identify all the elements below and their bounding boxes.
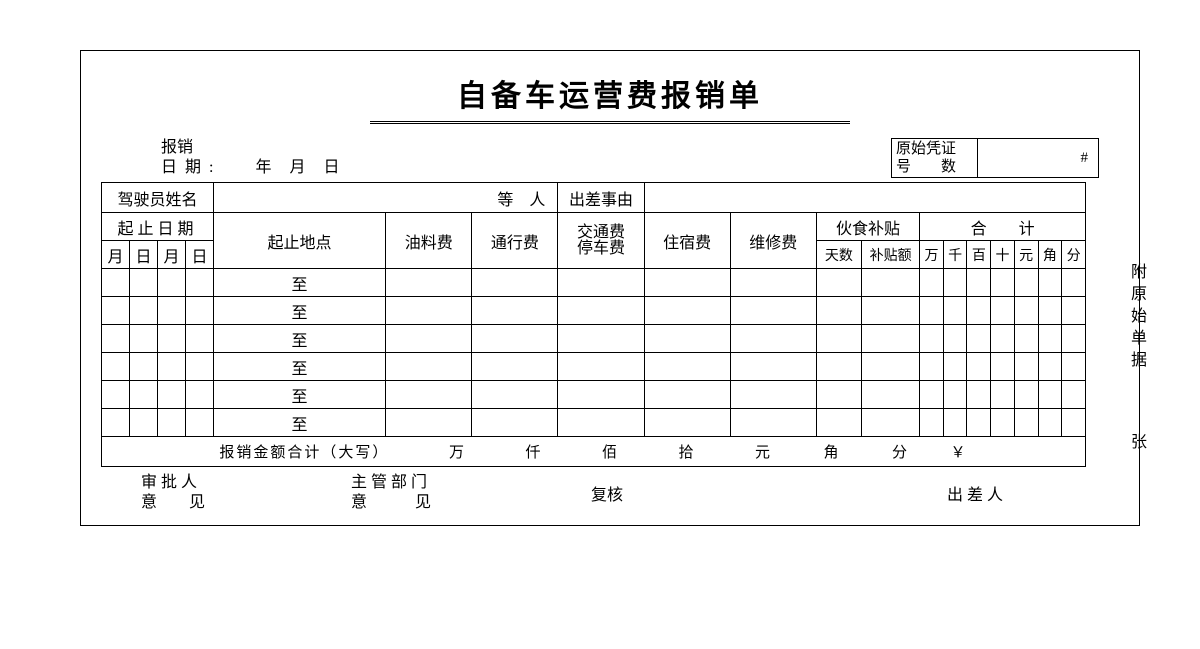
grid-wrap: 驾驶员姓名 等 人 出差事由 起止日期 起止地点 油料费 通行费 交通费 停车费… [101,182,1119,467]
hdr-yuan: 元 [1014,241,1038,269]
table-row: 至 [102,381,1086,409]
side-note: 附原始单据 张 [1129,262,1149,454]
row-driver: 驾驶员姓名 等 人 出差事由 [102,183,1086,213]
main-table: 驾驶员姓名 等 人 出差事由 起止日期 起止地点 油料费 通行费 交通费 停车费… [101,182,1086,467]
hdr-m1: 月 [102,241,130,269]
hdr-bai: 百 [967,241,991,269]
title-underline [370,121,850,124]
voucher-label: 原始凭证 号 数 [892,139,978,177]
form-title: 自备车运营费报销单 [101,71,1119,115]
hdr-repair: 维修费 [730,213,816,269]
hdr-jiao: 角 [1038,241,1062,269]
hdr-qian: 千 [943,241,967,269]
voucher-number: # [978,139,1098,177]
hdr-place: 起止地点 [213,213,385,269]
side-note-zhang: 张 [1129,432,1149,454]
hdr-lodging: 住宿费 [644,213,730,269]
header-row-a: 起止日期 起止地点 油料费 通行费 交通费 停车费 住宿费 维修费 伙食补贴 合… [102,213,1086,241]
hdr-meal: 伙食补贴 [816,213,919,241]
date-label: 报销 日期: 年 月 日 [161,138,340,178]
reason-label: 出差事由 [558,183,644,213]
form-wrap: 自备车运营费报销单 报销 日期: 年 月 日 原始凭证 号 数 # 驾驶员姓名 … [80,50,1140,526]
table-row: 至 [102,409,1086,437]
side-note-text: 附原始单据 [1129,262,1149,372]
hdr-fen: 分 [1062,241,1086,269]
hdr-traffic: 交通费 停车费 [558,213,644,269]
driver-name-label: 驾驶员姓名 [102,183,214,213]
hdr-toll: 通行费 [472,213,558,269]
day-label: 日 [323,159,339,176]
month-label: 月 [289,159,305,176]
table-row: 至 [102,297,1086,325]
hdr-d2: 日 [185,241,213,269]
hdr-meal-days: 天数 [816,241,861,269]
hdr-meal-amount: 补贴额 [862,241,920,269]
footer: 审 批 人 意 见 主 管 部 门 意 见 复核 出 差 人 [101,473,1119,513]
table-row: 至 [102,325,1086,353]
reason-value [644,183,1085,213]
hdr-fuel: 油料费 [386,213,472,269]
date-label-l1: 报销 [161,138,340,158]
amount-row: 报销金额合计（大写） 万 仟 佰 拾 元 角 分 ￥ [102,437,1086,467]
hdr-m2: 月 [157,241,185,269]
hdr-shi: 十 [991,241,1015,269]
hdr-d1: 日 [129,241,157,269]
year-label: 年 [255,159,271,176]
hdr-total: 合 计 [920,213,1086,241]
amount-cell: 报销金额合计（大写） 万 仟 佰 拾 元 角 分 ￥ [102,437,1086,467]
hdr-wan: 万 [920,241,944,269]
date-label-l2: 日期: 年 月 日 [161,158,340,178]
table-row: 至 [102,269,1086,297]
voucher-box: 原始凭证 号 数 # [891,138,1099,178]
people-suffix: 等 人 [213,183,558,213]
table-row: 至 [102,353,1086,381]
hdr-date-range: 起止日期 [102,213,214,241]
footer-approver: 审 批 人 意 见 [101,473,351,513]
footer-traveler: 出 差 人 [831,473,1119,513]
footer-review: 复核 [591,473,831,513]
meta-row: 报销 日期: 年 月 日 原始凭证 号 数 # [101,138,1119,182]
footer-dept: 主 管 部 门 意 见 [351,473,591,513]
